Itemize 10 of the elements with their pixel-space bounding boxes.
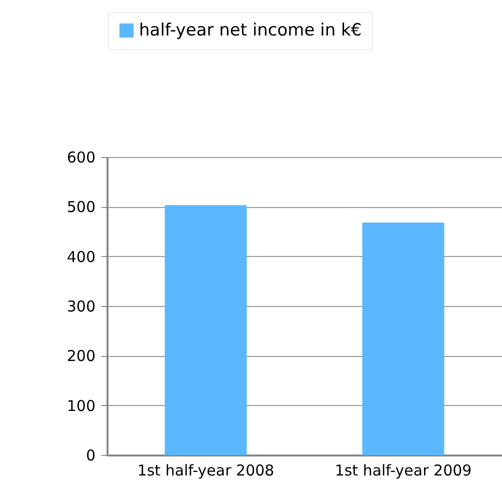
y-tick-label: 100 xyxy=(66,396,96,415)
y-tick-label: 0 xyxy=(86,446,96,464)
y-tick-label: 300 xyxy=(66,298,96,316)
y-tick-label: 200 xyxy=(66,347,96,366)
legend-label: half-year net income in k€ xyxy=(139,20,362,40)
x-tick-label: 1st half-year 2008 xyxy=(137,462,274,480)
y-tick-label: 500 xyxy=(66,198,96,216)
x-tick-label: 1st half-year 2009 xyxy=(334,462,472,480)
y-tick-label: 400 xyxy=(66,248,96,266)
y-tick-label: 600 xyxy=(66,148,96,166)
